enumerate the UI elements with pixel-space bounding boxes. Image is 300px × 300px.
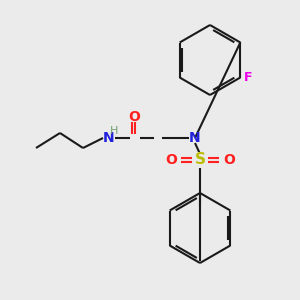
Text: N: N [103, 131, 115, 145]
Text: F: F [244, 71, 253, 84]
Text: O: O [128, 110, 140, 124]
Text: H: H [110, 126, 118, 136]
Text: S: S [194, 152, 206, 167]
Text: O: O [165, 153, 177, 167]
Bar [192, 152, 208, 168]
Text: O: O [223, 153, 235, 167]
Text: N: N [189, 131, 201, 145]
